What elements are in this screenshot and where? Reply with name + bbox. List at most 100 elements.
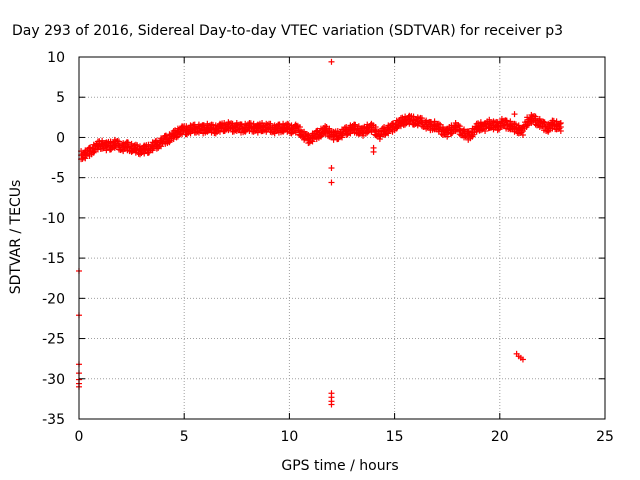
data-point (402, 121, 409, 128)
data-point (511, 128, 518, 135)
data-point (141, 142, 148, 149)
data-point (549, 117, 556, 124)
data-point (448, 130, 455, 137)
data-point (473, 128, 480, 135)
data-point (292, 129, 299, 136)
data-point (158, 135, 165, 142)
data-point (86, 152, 93, 159)
data-point (418, 123, 425, 130)
data-point (490, 118, 497, 125)
data-point (498, 123, 505, 130)
data-point (124, 139, 131, 146)
data-point (423, 125, 430, 132)
data-point (183, 131, 190, 138)
data-point (162, 132, 169, 139)
data-point (145, 149, 152, 156)
data-point (456, 131, 463, 138)
data-point (545, 120, 552, 127)
y-tick-label: -30 (42, 372, 65, 388)
data-point (328, 401, 335, 408)
data-point (317, 125, 324, 132)
x-axis-label: GPS time / hours (281, 458, 398, 474)
data-point (507, 118, 514, 125)
data-point (545, 128, 552, 135)
data-point (238, 129, 245, 136)
data-point (267, 128, 274, 135)
data-point (465, 128, 472, 135)
data-point (414, 114, 421, 121)
data-point (477, 119, 484, 126)
data-point (330, 136, 337, 143)
data-point (339, 126, 345, 133)
data-point (212, 130, 219, 137)
data-point (259, 127, 266, 134)
data-point (296, 132, 303, 139)
data-point (393, 125, 400, 132)
data-point (519, 124, 526, 131)
data-point (351, 129, 358, 136)
data-point (221, 127, 228, 134)
data-point (284, 128, 291, 135)
data-point (313, 136, 320, 143)
data-point (326, 125, 333, 132)
data-point (132, 141, 139, 148)
data-point (271, 130, 278, 137)
data-point (473, 120, 480, 127)
data-point (111, 144, 118, 151)
data-point (90, 149, 97, 156)
data-point (439, 124, 446, 131)
data-point (482, 119, 489, 126)
data-point (334, 128, 341, 135)
data-point (339, 134, 345, 141)
data-point (465, 136, 472, 143)
data-point (494, 127, 501, 134)
data-point (410, 113, 417, 120)
data-point (364, 129, 371, 136)
data-point (355, 123, 362, 130)
data-point (444, 133, 451, 140)
x-tick-label: 25 (596, 429, 614, 445)
data-point (536, 115, 543, 122)
data-point (296, 124, 303, 131)
data-point (128, 148, 135, 155)
data-point (328, 58, 335, 65)
data-point (343, 132, 350, 139)
x-tick-label: 15 (386, 429, 404, 445)
data-point (309, 138, 316, 145)
data-point (326, 133, 333, 140)
data-point (553, 118, 560, 125)
data-point (242, 120, 249, 127)
data-point (208, 121, 215, 128)
data-point (301, 136, 308, 143)
data-point (120, 148, 127, 155)
data-point (107, 138, 114, 145)
data-point (355, 131, 362, 138)
data-point (132, 149, 139, 156)
x-tick-label: 10 (280, 429, 298, 445)
grid-lines (79, 57, 605, 419)
y-tick-label: 10 (47, 50, 65, 66)
data-point (435, 120, 442, 127)
data-point (524, 122, 531, 129)
data-point (128, 140, 135, 147)
data-point (305, 140, 312, 147)
data-point (322, 123, 329, 130)
x-tick-label: 0 (75, 429, 84, 445)
data-point (439, 132, 446, 139)
data-point (94, 146, 101, 153)
data-point (511, 120, 518, 127)
data-point (254, 121, 261, 128)
data-point (246, 127, 253, 134)
data-point (166, 139, 173, 146)
data-point (267, 120, 274, 127)
data-point (233, 119, 240, 126)
data-point (364, 121, 371, 128)
data-point (397, 123, 404, 130)
data-point (153, 137, 160, 144)
y-tick-label: -35 (42, 412, 65, 428)
data-point (414, 122, 421, 129)
plot-border (78, 56, 606, 420)
data-point (328, 179, 335, 186)
data-point (406, 120, 413, 127)
data-point (486, 116, 493, 123)
